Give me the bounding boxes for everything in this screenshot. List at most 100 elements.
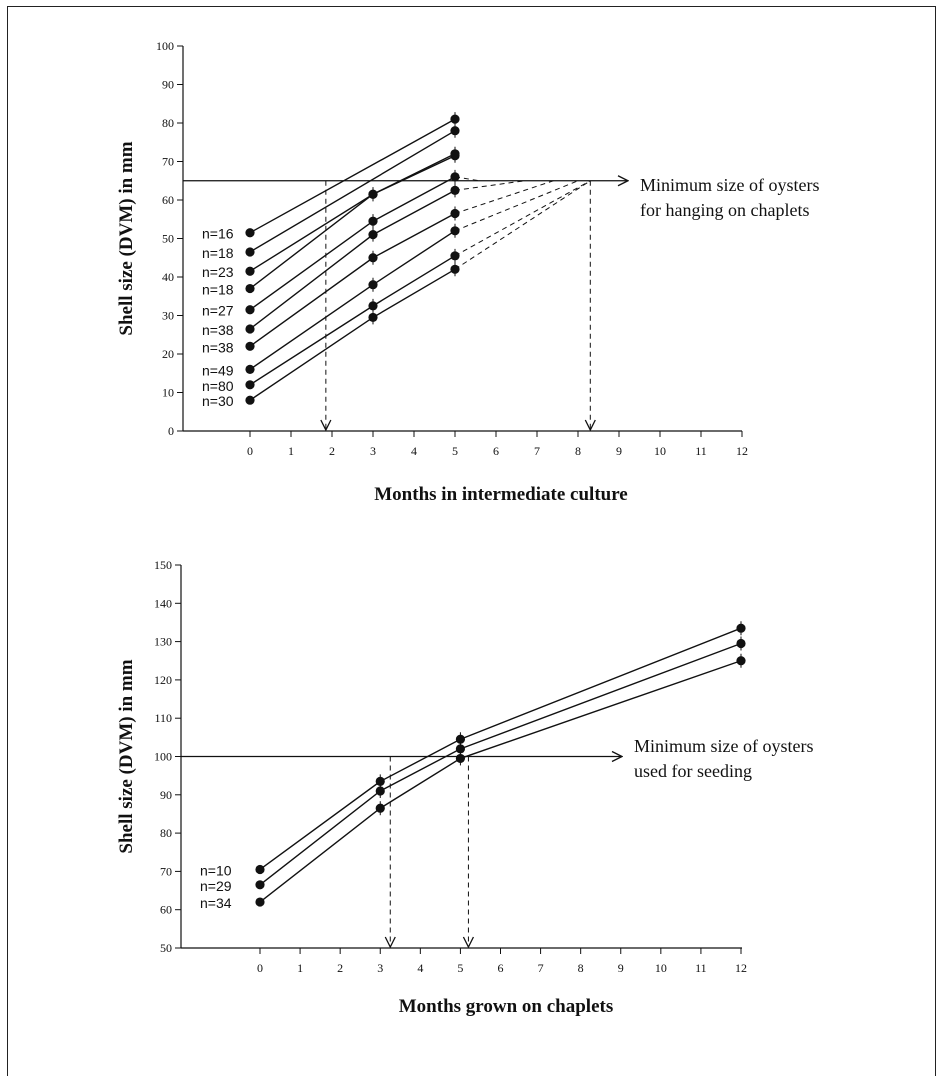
data-point	[736, 656, 746, 666]
y-tick-label: 150	[154, 558, 172, 572]
y-tick-label: 100	[154, 750, 172, 764]
series-n-label: n=18	[202, 282, 234, 298]
x-tick-label: 10	[655, 961, 667, 975]
data-point	[368, 301, 378, 311]
y-tick-label: 60	[162, 193, 174, 207]
x-tick-label: 3	[370, 444, 376, 458]
series-line	[249, 118, 456, 234]
x-tick-label: 9	[616, 444, 622, 458]
y-tick-label: 10	[162, 386, 174, 400]
series-line	[249, 268, 456, 401]
x-tick-label: 3	[377, 961, 383, 975]
series-line	[249, 130, 456, 253]
x-tick-label: 12	[736, 444, 748, 458]
data-point	[368, 230, 378, 240]
y-tick-label: 90	[160, 788, 172, 802]
y-tick-label: 50	[160, 941, 172, 955]
data-point	[245, 247, 255, 257]
y-tick-label: 0	[168, 424, 174, 438]
series-n-label: n=23	[202, 264, 234, 280]
data-point	[455, 744, 466, 754]
data-point	[450, 264, 460, 274]
series-n-label: n=38	[202, 339, 234, 355]
y-tick-label: 120	[154, 673, 172, 687]
x-tick-label: 1	[288, 444, 294, 458]
data-point	[255, 880, 265, 890]
data-point	[255, 897, 265, 907]
x-tick-label: 11	[695, 444, 707, 458]
series-line	[259, 627, 742, 871]
data-point	[375, 786, 385, 796]
data-point	[255, 864, 265, 875]
y-tick-label: 30	[162, 309, 174, 323]
data-point	[245, 266, 255, 276]
x-tick-label: 5	[457, 961, 463, 975]
data-point	[245, 380, 255, 390]
extrapolation-line	[454, 180, 591, 270]
y-tick-label: 70	[162, 155, 174, 169]
series-n-label: n=80	[202, 378, 234, 394]
data-point	[450, 226, 460, 236]
data-point	[245, 228, 255, 238]
y-tick-label: 100	[156, 39, 174, 53]
data-point	[455, 734, 466, 744]
series-line	[249, 155, 456, 272]
threshold-label-line1: Minimum size of oysters	[640, 175, 819, 195]
series-n-label: n=10	[200, 862, 232, 878]
series-n-label: n=30	[202, 393, 234, 409]
data-point	[245, 395, 255, 405]
y-tick-label: 130	[154, 635, 172, 649]
x-tick-label: 8	[578, 961, 584, 975]
data-point	[736, 638, 746, 649]
data-point	[368, 216, 378, 226]
data-point	[245, 283, 255, 294]
data-point	[368, 189, 378, 199]
y-axis-title: Shell size (DVM) in mm	[116, 141, 137, 335]
x-tick-label: 4	[417, 961, 423, 975]
series-line	[249, 255, 456, 386]
x-axis-title: Months in intermediate culture	[374, 484, 628, 505]
data-point	[450, 149, 460, 159]
x-tick-label: 11	[695, 961, 707, 975]
x-tick-label: 6	[493, 444, 499, 458]
y-tick-label: 70	[160, 864, 172, 878]
x-tick-label: 12	[735, 961, 747, 975]
y-tick-label: 140	[154, 596, 172, 610]
x-axis-title: Months grown on chaplets	[399, 996, 613, 1017]
series-line	[259, 660, 742, 903]
y-tick-label: 20	[162, 347, 174, 361]
series-line	[249, 176, 456, 311]
series-line	[249, 153, 456, 290]
threshold-label-line2: used for seeding	[634, 761, 752, 781]
data-point	[368, 253, 378, 263]
data-point	[450, 114, 460, 124]
data-point	[368, 280, 378, 290]
x-tick-label: 5	[452, 444, 458, 458]
x-tick-label: 9	[618, 961, 624, 975]
x-tick-label: 8	[575, 444, 581, 458]
figure-frame	[7, 6, 936, 1076]
series-line	[259, 642, 742, 886]
series-n-label: n=27	[202, 303, 234, 319]
series-n-label: n=18	[202, 245, 234, 261]
data-point	[245, 341, 255, 351]
data-point	[245, 305, 255, 315]
data-point	[450, 185, 460, 195]
extrapolation-line	[454, 180, 591, 257]
y-tick-label: 80	[160, 826, 172, 840]
data-point	[375, 776, 385, 786]
series-n-label: n=16	[202, 226, 234, 242]
data-point	[245, 364, 255, 374]
data-point	[450, 172, 460, 182]
x-tick-label: 2	[329, 444, 335, 458]
series-n-label: n=29	[200, 878, 232, 894]
data-point	[450, 251, 460, 261]
data-point	[450, 208, 460, 219]
x-tick-label: 4	[411, 444, 417, 458]
y-tick-label: 110	[154, 711, 172, 725]
y-tick-label: 40	[162, 270, 174, 284]
x-tick-label: 6	[498, 961, 504, 975]
